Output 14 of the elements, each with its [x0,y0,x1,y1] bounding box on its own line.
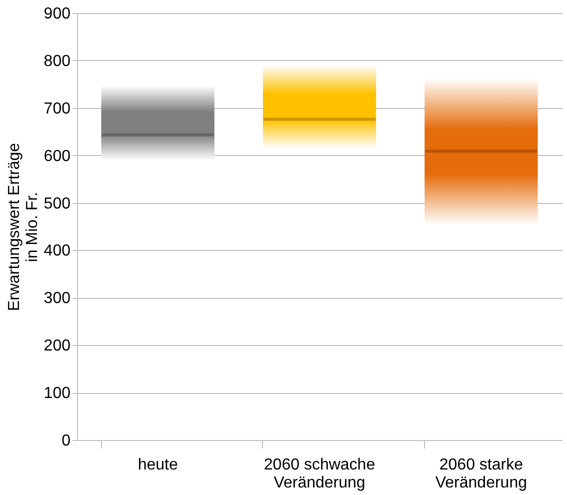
y-tick-label: 600 [44,148,71,165]
y-tick-label: 200 [44,338,71,355]
y-tick-label: 900 [44,6,71,22]
y-axis-title: Erwartungswert Erträge in Mio. Fr. [6,142,41,312]
y-tick-label: 400 [44,242,71,260]
x-tick-label: heute [138,456,178,474]
y-tick-label: 800 [44,52,71,70]
y-tick-label: 500 [44,195,71,212]
x-tick-label: 2060 starke Veränderung [435,456,527,492]
y-tick-label: 0 [62,432,71,450]
y-tick-label: 300 [44,290,71,308]
y-tick-label: 700 [44,100,71,118]
x-tick-label: 2060 schwache Veränderung [264,456,376,492]
y-tick-label: 100 [44,385,71,402]
